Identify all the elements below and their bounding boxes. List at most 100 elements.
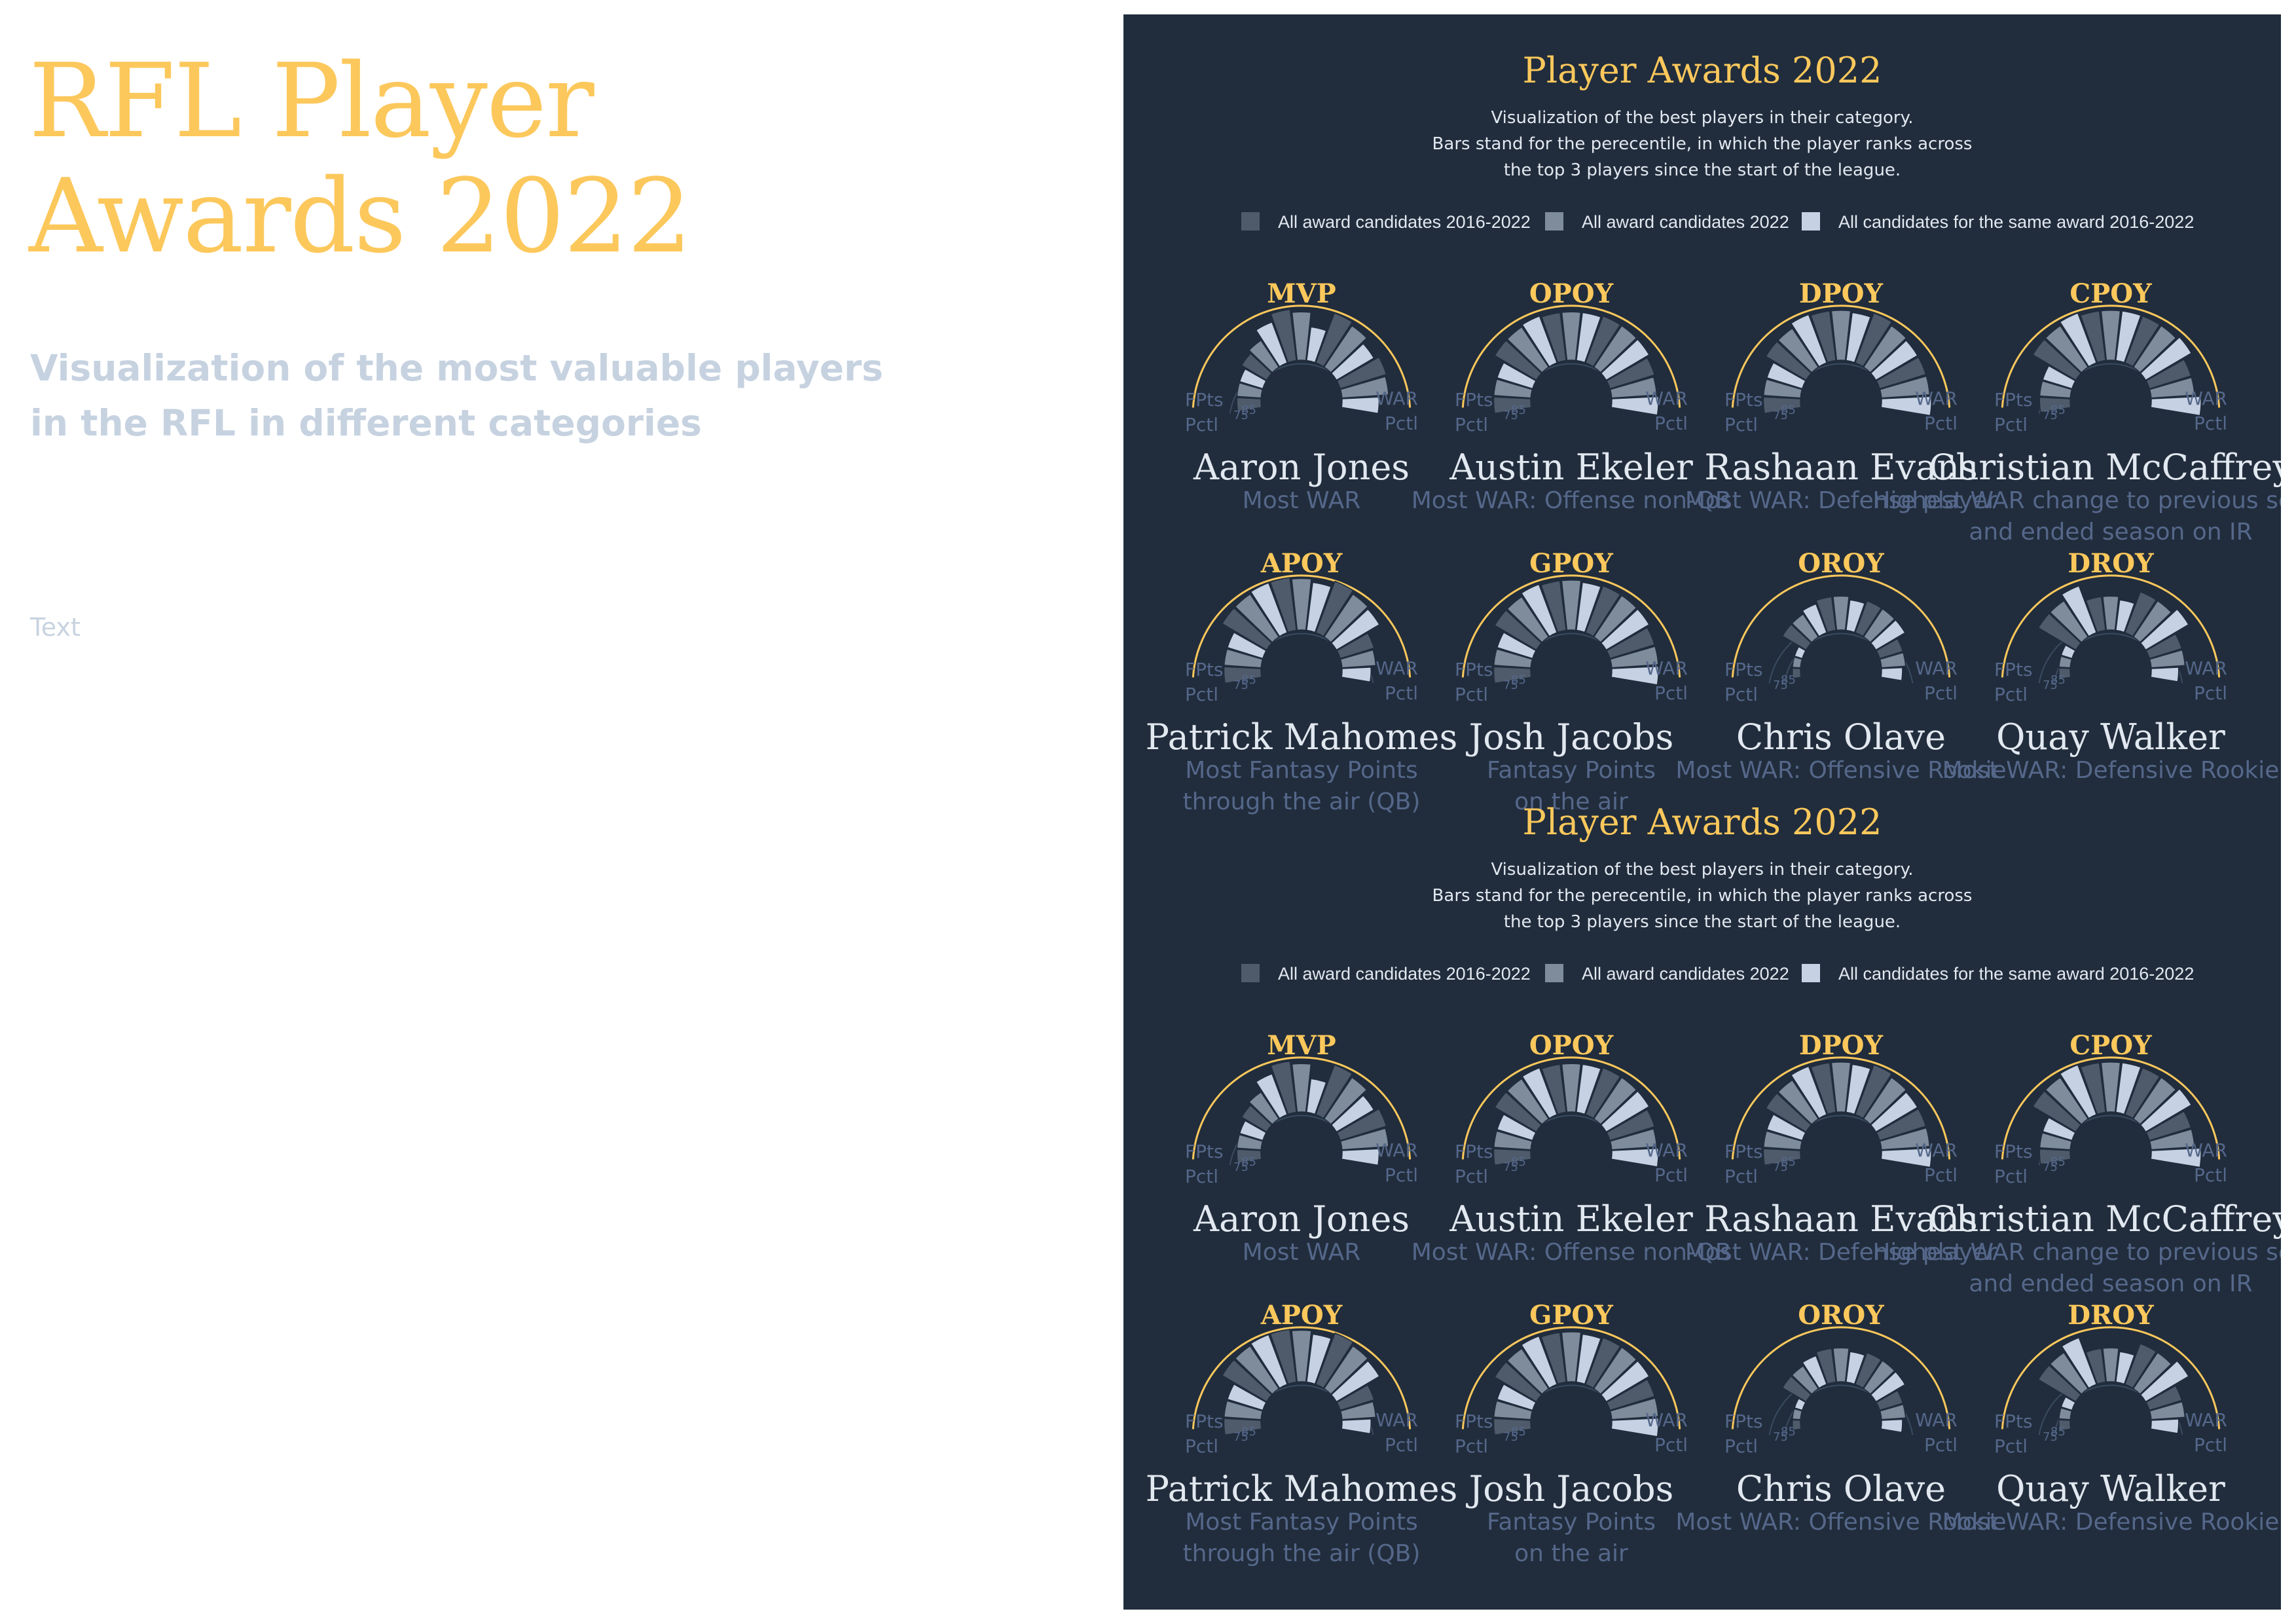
axis-label-right: Pctl xyxy=(2194,682,2227,704)
player-name: Rashaan Evans xyxy=(1704,447,1978,488)
percentile-bar xyxy=(1875,638,1904,659)
percentile-bar xyxy=(1270,1060,1298,1115)
percentile-bar xyxy=(1875,356,1927,390)
percentile-bar xyxy=(1494,1091,1542,1133)
axis-label-right: Pctl xyxy=(1654,1164,1688,1186)
axis-label-right: WAR xyxy=(1645,1409,1688,1431)
percentile-bar xyxy=(1561,311,1582,361)
percentile-bar xyxy=(1315,1332,1354,1389)
percentile-bar xyxy=(1493,666,1532,684)
percentile-bar xyxy=(2060,1396,2077,1411)
tick-label: 75 xyxy=(1233,409,1248,422)
player-name: Rashaan Evans xyxy=(1704,1198,1978,1240)
player-caption: Most WAR: Offensive Rookie xyxy=(1675,1509,2006,1536)
tick-label: 85 xyxy=(1511,673,1526,687)
axis-label-left: FPts xyxy=(1994,1141,2033,1162)
percentile-bar xyxy=(1522,315,1558,367)
percentile-bar xyxy=(1593,1077,1637,1126)
percentile-bar xyxy=(1336,632,1375,659)
axis-label-right: Pctl xyxy=(1924,1434,1958,1456)
percentile-bar xyxy=(1506,596,1550,644)
tick-label: 75 xyxy=(2043,1160,2058,1174)
percentile-bar xyxy=(2085,1348,2107,1385)
axis-label-right: Pctl xyxy=(1924,682,1958,704)
player-name: Aaron Jones xyxy=(1193,1198,1410,1240)
percentile-bar xyxy=(1777,327,1819,374)
percentile-bar xyxy=(1561,1331,1582,1383)
player-caption: Most Fantasy Points xyxy=(1185,1509,1418,1536)
axis-label-right: WAR xyxy=(1376,1409,1418,1431)
percentile-bar xyxy=(1863,1359,1895,1395)
tick-label: 85 xyxy=(1241,403,1256,417)
percentile-bar xyxy=(1575,1063,1602,1115)
tick-label: 85 xyxy=(2050,403,2066,417)
percentile-bar xyxy=(1794,646,1807,659)
percentile-bar xyxy=(1762,1148,1802,1166)
percentile-bar xyxy=(1323,1077,1368,1126)
axis-label-right: Pctl xyxy=(1654,682,1688,704)
percentile-bar xyxy=(1880,1418,1903,1433)
award-outline-arc xyxy=(2001,304,2221,408)
percentile-bar xyxy=(1291,1329,1312,1383)
percentile-bar xyxy=(1875,1108,1927,1141)
axis-label-left: FPts xyxy=(1185,389,1224,411)
axis-label-right: WAR xyxy=(2185,657,2227,679)
axis-label-left: Pctl xyxy=(1994,684,2028,705)
tick-label: 85 xyxy=(1781,1155,1796,1169)
percentile-bar xyxy=(1330,608,1380,651)
award-title: APOY xyxy=(1260,1300,1343,1331)
axis-label-right: WAR xyxy=(1376,657,1418,679)
percentile-bar xyxy=(2132,325,2177,374)
tick-label: 75 xyxy=(2043,678,2058,692)
player-name: Josh Jacobs xyxy=(1466,716,1674,758)
percentile-bar xyxy=(2149,649,2186,669)
percentile-bar xyxy=(1494,1361,1542,1403)
player-caption: Most WAR: Offense non-QB xyxy=(1412,487,1732,514)
player-caption: Most WAR: Offensive Rookie xyxy=(1675,757,2006,784)
percentile-bar xyxy=(1575,1333,1602,1385)
axis-label-right: WAR xyxy=(1376,388,1418,409)
percentile-bar xyxy=(2032,1090,2082,1133)
percentile-bar xyxy=(1250,582,1288,637)
tick-label: 85 xyxy=(1241,673,1256,687)
percentile-bar xyxy=(1236,1149,1262,1164)
award-outline-arc xyxy=(1461,304,1681,408)
axis-label-right: Pctl xyxy=(1385,1434,1418,1456)
chart-note-line: Bars stand for the perecentile, in which… xyxy=(1432,886,1973,906)
axis-label-right: Pctl xyxy=(2194,413,2227,434)
percentile-bar xyxy=(1305,1078,1327,1115)
percentile-bar xyxy=(1330,1360,1380,1403)
percentile-bar xyxy=(1234,593,1280,644)
axis-label-right: WAR xyxy=(2185,1139,2227,1161)
tick-label: 85 xyxy=(1781,1425,1796,1439)
award-outline-arc xyxy=(1461,574,1681,678)
percentile-bar xyxy=(2039,380,2073,399)
percentile-bar xyxy=(1323,325,1368,374)
percentile-bar xyxy=(2115,599,2136,633)
percentile-bar xyxy=(2150,396,2202,416)
axis-label-right: WAR xyxy=(1645,388,1688,409)
axis-label-left: FPts xyxy=(1185,659,1224,680)
percentile-bar xyxy=(2124,1342,2157,1389)
player-caption: Most WAR: Defensive Rookie xyxy=(1942,757,2280,784)
percentile-bar xyxy=(2037,612,2082,651)
percentile-bar xyxy=(2124,1067,2160,1119)
axis-label-right: WAR xyxy=(1645,1139,1688,1161)
percentile-bar xyxy=(1815,1348,1837,1385)
percentile-bar xyxy=(1239,1120,1267,1141)
percentile-bar xyxy=(1810,310,1837,363)
percentile-bar xyxy=(1493,648,1533,669)
percentile-bar xyxy=(1255,1073,1288,1119)
tick-label: 75 xyxy=(1233,1430,1248,1444)
axis-label-left: FPts xyxy=(1994,389,2033,411)
award-title: DPOY xyxy=(1799,278,1884,309)
axis-label-left: Pctl xyxy=(1455,684,1488,705)
award-outline-arc xyxy=(1192,304,1412,408)
percentile-bar xyxy=(1791,667,1802,680)
chart-title: Player Awards 2022 xyxy=(1523,50,1882,91)
